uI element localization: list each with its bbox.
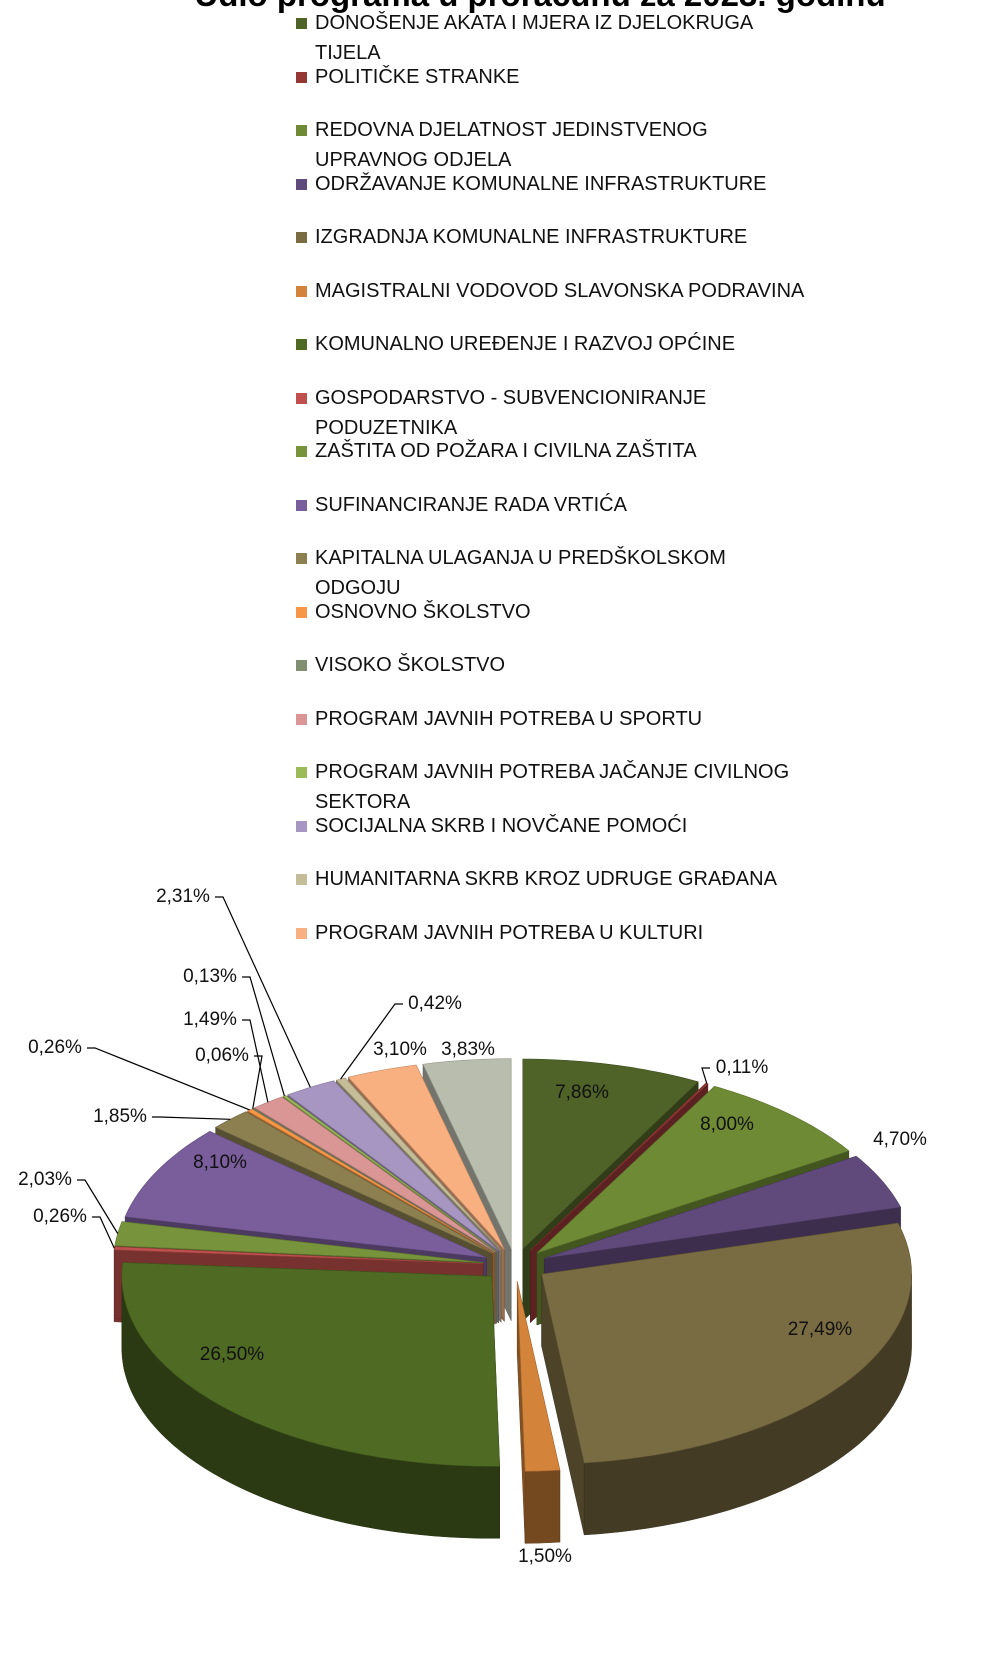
data-label: 26,50% [200,1344,265,1365]
legend-entry: MAGISTRALNI VODOVOD SLAVONSKA PODRAVINA [296,276,806,306]
legend-entry: IZGRADNJA KOMUNALNE INFRASTRUKTURE [296,222,806,252]
legend-swatch [296,553,307,564]
pie-wall [524,1469,561,1544]
legend-entry: HUMANITARNA SKRB KROZ UDRUGE GRAĐANA [296,864,806,894]
legend-label: POLITIČKE STRANKE [315,65,520,88]
pie-slice [544,1155,902,1259]
legend-swatch [296,285,307,297]
data-label: 1,85% [93,1106,147,1127]
legend-swatch [296,392,307,404]
legend-swatch [296,767,307,778]
legend-swatch [296,713,307,725]
pie-slice [516,1281,561,1472]
legend-label: ZAŠTITA OD POŽARA I CIVILNA ZAŠTITA [315,440,697,462]
legend-entry: OSNOVNO ŠKOLSTVO [296,597,806,627]
pie-slice [541,1222,912,1464]
legend-swatch [296,339,307,350]
legend-entry: SUFINANCIRANJE RADA VRTIĆA [296,490,806,520]
legend-entry: PROGRAM JAVNIH POTREBA JAČANJE CIVILNOG … [296,757,806,817]
legend-label: HUMANITARNA SKRB KROZ UDRUGE GRAĐANA [315,868,777,890]
pie-slice [347,1064,505,1250]
data-label: 0,26% [33,1206,87,1227]
legend-entry: PROGRAM JAVNIH POTREBA U KULTURI [296,918,806,948]
pie-slice [121,1262,501,1467]
legend-label: ODRŽAVANJE KOMUNALNE INFRASTRUKTURE [315,172,767,195]
legend-entry: ODRŽAVANJE KOMUNALNE INFRASTRUKTURE [296,169,806,199]
leader-line [152,1116,231,1120]
legend-entry: DONOŠENJE AKATA I MJERA IZ DJELOKRUGA TI… [296,8,806,68]
legend-entry: VISOKO ŠKOLSTVO [296,650,806,680]
legend-swatch [296,446,307,457]
data-label: 1,50% [518,1546,572,1567]
data-label: 3,10% [373,1039,427,1060]
legend-label: SOCIJALNA SKRB I NOVČANE POMOĆI [315,814,688,837]
data-label: 0,13% [183,966,237,987]
legend-label: PROGRAM JAVNIH POTREBA U SPORTU [315,707,703,730]
legend-entry: GOSPODARSTVO - SUBVENCIONIRANJE PODUZETN… [296,383,806,443]
legend-swatch [296,499,307,511]
data-label: 2,03% [18,1169,72,1190]
data-label: 0,42% [408,993,462,1014]
legend-swatch [296,178,307,190]
pie-slice [114,1221,484,1263]
data-label: 0,06% [195,1045,249,1066]
leader-line [340,1003,403,1080]
data-label: 1,49% [183,1009,237,1030]
data-label: 3,83% [441,1039,495,1060]
pie-slice [522,1058,699,1250]
data-label: 0,26% [28,1037,82,1058]
leader-line [242,1019,269,1103]
data-label: 0,11% [716,1057,769,1078]
legend-label: DONOŠENJE AKATA I MJERA IZ DJELOKRUGA TI… [315,12,753,64]
legend-entry: KOMUNALNO UREĐENJE I RAZVOJ OPĆINE [296,329,806,359]
chart-title: Udio programa u proračunu za 2023. godin… [0,0,994,14]
legend-swatch [296,232,307,243]
leader-line [215,896,311,1088]
data-label: 27,49% [788,1319,853,1340]
legend-label: MAGISTRALNI VODOVOD SLAVONSKA PODRAVINA [315,279,805,302]
leader-line [242,976,285,1097]
pie-slice [253,1096,496,1253]
legend-label: KAPITALNA ULAGANJA U PREDŠKOLSKOM ODGOJU [315,547,726,599]
data-label: 8,00% [700,1114,754,1135]
data-label: 8,10% [193,1152,247,1173]
legend-entry: POLITIČKE STRANKE [296,62,806,92]
legend-label: VISOKO ŠKOLSTVO [315,654,506,676]
leader-line [77,1179,119,1234]
legend-swatch [296,606,307,618]
legend-entry: SOCIJALNA SKRB I NOVČANE POMOĆI [296,811,806,841]
legend-entry: ZAŠTITA OD POŽARA I CIVILNA ZAŠTITA [296,436,806,466]
legend-label: OSNOVNO ŠKOLSTVO [315,600,531,623]
legend-label: PROGRAM JAVNIH POTREBA U KULTURI [315,921,704,944]
pie-tops [113,1058,912,1472]
legend-label: REDOVNA DJELATNOST JEDINSTVENOG UPRAVNOG… [315,119,708,171]
legend-entry: KAPITALNA ULAGANJA U PREDŠKOLSKOM ODGOJU [296,543,806,603]
data-label: 2,31% [156,886,210,907]
legend-label: GOSPODARSTVO - SUBVENCIONIRANJE PODUZETN… [315,386,707,439]
legend-swatch [296,18,307,29]
pie-slice [536,1085,850,1254]
leader-line [87,1047,250,1111]
legend-entry: PROGRAM JAVNIH POTREBA U SPORTU [296,704,806,734]
data-label: 4,70% [873,1129,927,1150]
legend-swatch [296,660,307,671]
legend-swatch [296,820,307,832]
legend-label: KOMUNALNO UREĐENJE I RAZVOJ OPĆINE [315,333,736,355]
legend-swatch [296,71,307,83]
legend-swatch [296,874,307,885]
leader-line [92,1216,115,1249]
legend-label: IZGRADNJA KOMUNALNE INFRASTRUKTURE [315,226,748,248]
data-label: 7,86% [555,1082,609,1103]
leader-line [252,1055,263,1109]
legend-label: SUFINANCIRANJE RADA VRTIĆA [315,493,627,516]
legend-label: PROGRAM JAVNIH POTREBA JAČANJE CIVILNOG … [315,761,790,813]
pie-slice [422,1058,512,1249]
legend-entry: REDOVNA DJELATNOST JEDINSTVENOG UPRAVNOG… [296,115,806,175]
leader-line [701,1067,710,1084]
legend-swatch [296,125,307,136]
legend-swatch [296,927,307,939]
pie-slice [124,1131,487,1258]
